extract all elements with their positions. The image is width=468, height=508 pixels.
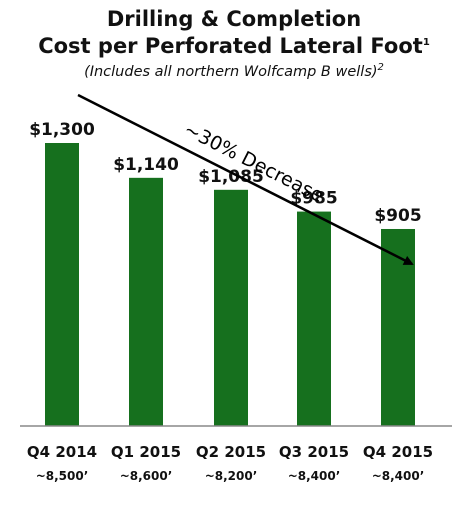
trend-arrow [77, 93, 414, 266]
x-tick-label: Q3 2015 [279, 443, 349, 461]
data-label: $1,140 [113, 155, 179, 175]
bars-layer [45, 143, 415, 426]
data-label: $905 [374, 206, 421, 226]
bar-q4-2015 [381, 228, 415, 426]
data-label: $1,300 [29, 120, 95, 140]
x-tick-label: Q4 2015 [363, 443, 433, 461]
title-line-1-text: Drilling & Completion [106, 7, 362, 31]
trend-annotation: ~30% Decrease [180, 118, 327, 207]
bar-q3-2015 [297, 211, 331, 426]
x-sublabel-lateral-length: ~8,500’ [36, 469, 89, 483]
bar-q1-2015 [129, 177, 163, 426]
x-tick-label: Q2 2015 [196, 443, 266, 461]
x-sublabel-lateral-length: ~8,400’ [288, 469, 341, 483]
chart-header: Drilling & Completion Cost per Perforate… [0, 6, 468, 82]
chart-title-line-1: Drilling & Completion [0, 6, 468, 33]
chart-subtitle: (Includes all northern Wolfcamp B wells)… [0, 62, 468, 82]
x-sublabel-lateral-length: ~8,400’ [372, 469, 425, 483]
bar-q2-2015 [214, 189, 248, 426]
title-line-2-text: Cost per Perforated Lateral Foot [38, 34, 423, 58]
x-tick-label: Q4 2014 [27, 443, 97, 461]
bar-q4-2014 [45, 143, 79, 426]
subtitle-footnote-marker: 2 [377, 62, 384, 74]
title-footnote-marker: 1 [422, 37, 430, 48]
data-label: $985 [290, 189, 337, 209]
x-sublabel-lateral-length: ~8,600’ [120, 469, 173, 483]
x-sublabel-lateral-length: ~8,200’ [205, 469, 258, 483]
labels-layer: $1,300 Q4 2014 ~8,500’ $1,140 Q1 2015 ~8,600’… [27, 120, 433, 483]
x-tick-label: Q1 2015 [111, 443, 181, 461]
subtitle-text: (Includes all northern Wolfcamp B wells) [84, 64, 378, 80]
chart-title-line-2: Cost per Perforated Lateral Foot1 [0, 33, 468, 60]
